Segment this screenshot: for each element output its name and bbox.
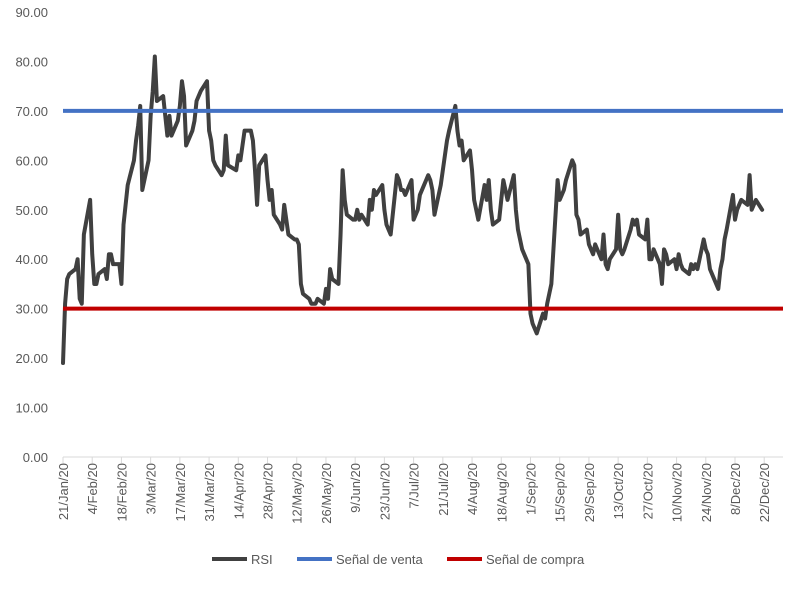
x-tick-label: 12/May/20 (290, 463, 305, 524)
x-tick-label: 18/Aug/20 (494, 463, 509, 522)
legend-label-senal-de-compra: Señal de compra (486, 552, 585, 567)
plot-area (61, 54, 783, 366)
x-tick-label: 31/Mar/20 (202, 463, 217, 522)
x-tick-label: 21/Jul/20 (436, 463, 451, 516)
x-tick-label: 13/Oct/20 (611, 463, 626, 519)
y-tick-label: 0.00 (23, 450, 48, 465)
x-tick-label: 3/Mar/20 (144, 463, 159, 514)
x-tick-label: 21/Jan/20 (56, 463, 71, 520)
x-tick-label: 24/Nov/20 (699, 463, 714, 522)
x-tick-label: 7/Jul/20 (407, 463, 422, 509)
y-tick-label: 40.00 (15, 252, 48, 267)
x-tick-label: 18/Feb/20 (114, 463, 129, 522)
legend: RSI Señal de venta Señal de compra (212, 552, 585, 567)
x-tick-label: 10/Nov/20 (670, 463, 685, 522)
y-tick-label: 30.00 (15, 302, 48, 317)
x-tick-label: 9/Jun/20 (348, 463, 363, 513)
x-tick-label: 1/Sep/20 (523, 463, 538, 515)
x-tick-label: 28/Apr/20 (261, 463, 276, 519)
y-tick-label: 80.00 (15, 54, 48, 69)
y-tick-label: 90.00 (15, 5, 48, 20)
legend-label-senal-de-venta: Señal de venta (336, 552, 424, 567)
x-tick-label: 26/May/20 (319, 463, 334, 524)
x-tick-label: 27/Oct/20 (640, 463, 655, 519)
x-tick-label: 15/Sep/20 (553, 463, 568, 522)
y-tick-label: 20.00 (15, 351, 48, 366)
y-tick-label: 70.00 (15, 104, 48, 119)
legend-label-rsi: RSI (251, 552, 273, 567)
y-tick-label: 50.00 (15, 203, 48, 218)
x-tick-label: 4/Feb/20 (85, 463, 100, 514)
y-tick-label: 60.00 (15, 153, 48, 168)
x-axis: 21/Jan/20 4/Feb/20 18/Feb/20 3/Mar/20 17/Mar… (56, 456, 783, 524)
x-tick-label: 8/Dec/20 (728, 463, 743, 515)
x-tick-label: 14/Apr/20 (231, 463, 246, 519)
x-tick-label: 29/Sep/20 (582, 463, 597, 522)
y-axis: 0.00 10.00 20.00 30.00 40.00 50.00 60.00 70.00 8… (15, 5, 48, 465)
series-line-rsi (61, 54, 765, 366)
x-tick-label: 23/Jun/20 (377, 463, 392, 520)
x-tick-label: 17/Mar/20 (173, 463, 188, 522)
y-tick-label: 10.00 (15, 401, 48, 416)
x-tick-label: 4/Aug/20 (465, 463, 480, 515)
x-tick-label: 22/Dec/20 (757, 463, 772, 522)
